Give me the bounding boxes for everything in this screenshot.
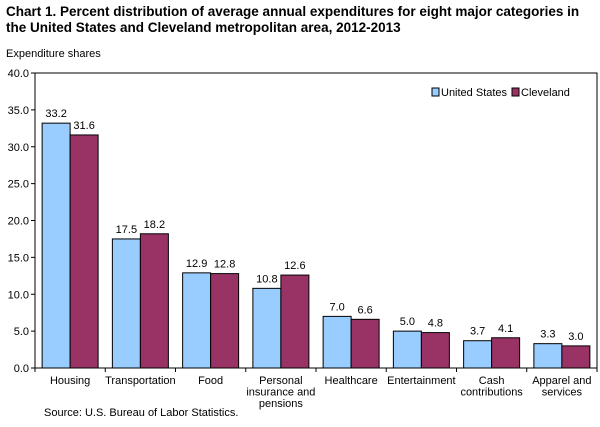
bar-cleveland bbox=[350, 318, 380, 369]
data-label: 3.3 bbox=[540, 329, 555, 341]
bar-cleveland bbox=[420, 332, 450, 369]
y-tick-label: 35.0 bbox=[8, 105, 29, 117]
data-label: 5.0 bbox=[400, 316, 415, 328]
x-tick-label: Healthcare bbox=[325, 375, 378, 387]
x-tick-label: Housing bbox=[50, 375, 90, 387]
legend-swatch bbox=[431, 87, 440, 97]
x-tick-label: Food bbox=[198, 375, 223, 387]
x-tick-label: Transportation bbox=[105, 375, 176, 387]
data-label: 12.8 bbox=[214, 259, 235, 271]
bar-united-states bbox=[111, 238, 141, 369]
bar-united-states bbox=[463, 340, 493, 369]
bar-cleveland bbox=[69, 134, 99, 369]
bar-cleveland bbox=[210, 273, 240, 369]
data-label: 6.6 bbox=[357, 304, 372, 316]
bar-united-states bbox=[322, 315, 352, 369]
bar-united-states bbox=[41, 122, 71, 369]
data-label: 18.2 bbox=[144, 219, 165, 231]
x-tick-label: Apparel and bbox=[532, 375, 591, 387]
y-tick-label: 0.0 bbox=[14, 363, 29, 375]
data-label: 33.2 bbox=[45, 108, 66, 120]
legend-label: Cleveland bbox=[521, 87, 570, 99]
data-label: 10.8 bbox=[256, 273, 277, 285]
source-note: Source: U.S. Bureau of Labor Statistics. bbox=[44, 407, 239, 419]
legend-swatch bbox=[511, 87, 520, 97]
bar-united-states bbox=[533, 343, 563, 369]
y-tick-label: 20.0 bbox=[8, 216, 29, 228]
x-tick-label: pensions bbox=[259, 398, 304, 410]
chart-title: Chart 1. Percent distribution of average… bbox=[6, 4, 580, 35]
x-tick-label: Entertainment bbox=[387, 375, 455, 387]
bar-cleveland bbox=[561, 345, 591, 369]
x-tick-label: contributions bbox=[460, 387, 523, 399]
legend-label: United States bbox=[441, 87, 508, 99]
data-label: 3.7 bbox=[470, 326, 485, 338]
y-tick-label: 25.0 bbox=[8, 179, 29, 191]
data-label: 17.5 bbox=[116, 224, 137, 236]
x-tick-label: Personal bbox=[259, 375, 302, 387]
y-tick-label: 5.0 bbox=[14, 326, 29, 338]
y-tick-label: 30.0 bbox=[8, 142, 29, 154]
y-tick-label: 40.0 bbox=[8, 68, 29, 80]
data-label: 4.1 bbox=[498, 323, 513, 335]
bar-united-states bbox=[252, 287, 282, 369]
bar-united-states bbox=[392, 330, 422, 369]
y-tick-label: 10.0 bbox=[8, 289, 29, 301]
data-label: 3.0 bbox=[568, 331, 583, 343]
data-label: 7.0 bbox=[329, 301, 344, 313]
y-tick-label: 15.0 bbox=[8, 252, 29, 264]
x-tick-label: insurance and bbox=[246, 387, 315, 399]
data-label: 12.9 bbox=[186, 258, 207, 270]
x-tick-label: Cash bbox=[479, 375, 505, 387]
y-axis-label: Expenditure shares bbox=[6, 48, 101, 60]
bar-cleveland bbox=[280, 274, 310, 369]
bar-united-states bbox=[182, 272, 212, 369]
data-label: 31.6 bbox=[73, 120, 94, 132]
data-label: 12.6 bbox=[284, 260, 305, 272]
bar-cleveland bbox=[139, 233, 169, 369]
bar-cleveland bbox=[491, 337, 521, 369]
data-label: 4.8 bbox=[428, 318, 443, 330]
x-tick-label: services bbox=[542, 387, 583, 399]
